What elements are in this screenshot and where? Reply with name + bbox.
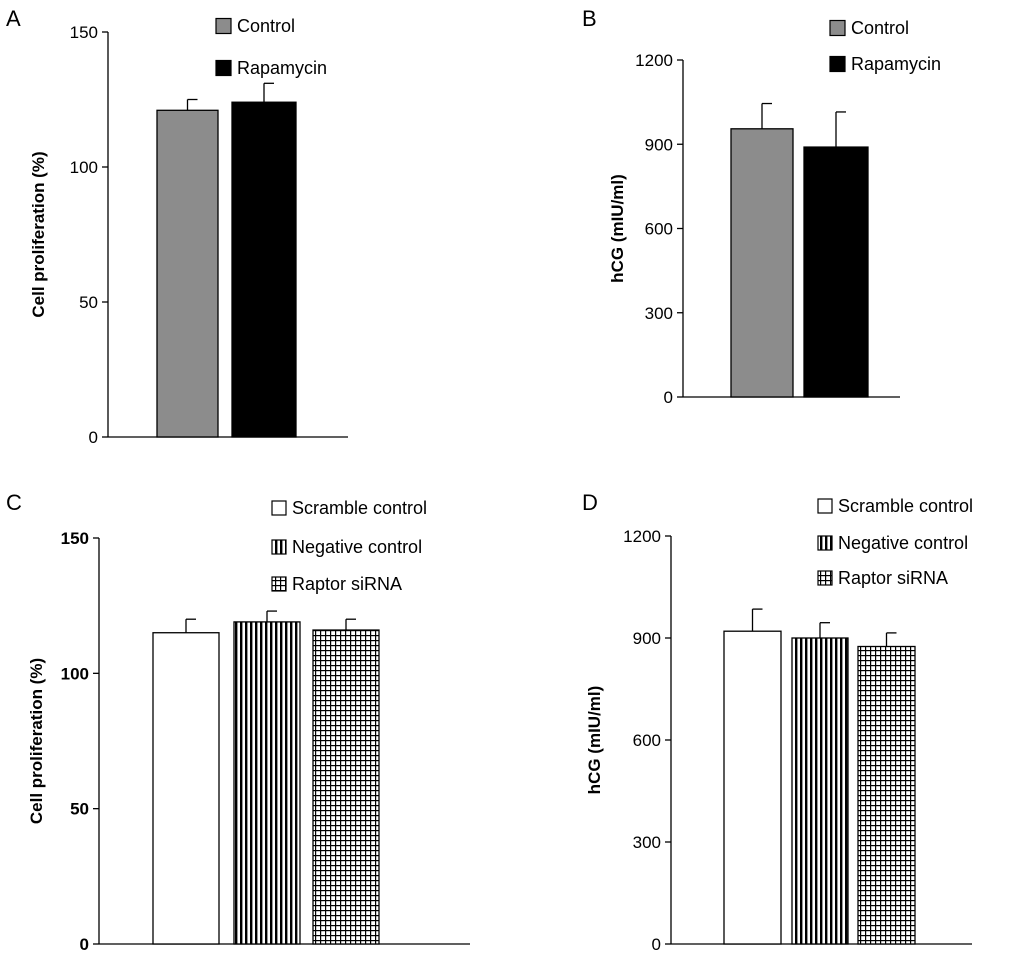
bar-control [156, 109, 219, 438]
y-tick-label: 0 [652, 935, 661, 954]
legend-swatch [817, 535, 833, 551]
legend-swatch [829, 19, 846, 37]
chart-panel-a: A 0 50 100 150 Cell proliferation (%) Control R… [6, 6, 348, 447]
legend-label: Control [237, 16, 295, 36]
legend-swatch [215, 59, 232, 77]
legend-swatch [817, 498, 833, 514]
y-tick-label: 300 [645, 304, 673, 323]
y-axis-title: hCG (mIU/ml) [608, 174, 627, 283]
legend-swatch [271, 576, 287, 592]
legend-label: Negative control [292, 537, 422, 557]
legend-label: Rapamycin [851, 54, 941, 74]
y-tick-label: 1200 [623, 527, 661, 546]
y-axis-title: Cell proliferation (%) [27, 658, 46, 824]
y-tick-label: 100 [61, 664, 89, 683]
panel-letter: D [582, 490, 598, 515]
panel-letter: A [6, 6, 21, 31]
chart-panel-c: C 0 50 100 150 Cell proliferation (%) Scramble… [6, 490, 470, 954]
y-tick-label: 0 [89, 428, 98, 447]
y-tick-label: 0 [664, 388, 673, 407]
bar-raptor-sirna [857, 645, 916, 945]
y-tick-label: 900 [633, 629, 661, 648]
legend-swatch [215, 17, 232, 35]
legend-swatch [271, 500, 287, 516]
legend-swatch [829, 55, 846, 73]
y-tick-label: 600 [645, 220, 673, 239]
bar-rapamycin [231, 101, 297, 438]
bar-negative-control [233, 621, 301, 945]
legend-label: Scramble control [838, 496, 973, 516]
legend-swatch [817, 570, 833, 586]
bar-scramble-control [723, 630, 782, 945]
y-tick-label: 1200 [635, 51, 673, 70]
y-axis-title: hCG (mIU/ml) [585, 686, 604, 795]
y-tick-label: 50 [70, 800, 89, 819]
legend-label: Rapamycin [237, 58, 327, 78]
y-axis-title: Cell proliferation (%) [29, 151, 48, 317]
panel-letter: B [582, 6, 597, 31]
bar-negative-control [791, 637, 849, 945]
y-tick-label: 150 [61, 529, 89, 548]
y-tick-label: 50 [79, 293, 98, 312]
y-tick-label: 900 [645, 135, 673, 154]
bar-scramble-control [152, 632, 220, 945]
y-tick-label: 0 [80, 935, 89, 954]
legend-label: Negative control [838, 533, 968, 553]
legend-label: Scramble control [292, 498, 427, 518]
chart-panel-b: B 0 300 600 900 1200 hCG (mIU/ml) Control Rapamy… [582, 6, 941, 407]
chart-panel-d: D 0 300 600 900 1200 hCG (mIU/ml) Scramble cont… [582, 490, 973, 954]
y-tick-label: 600 [633, 731, 661, 750]
legend-swatch [271, 539, 287, 555]
legend-label: Raptor siRNA [292, 574, 402, 594]
y-tick-label: 100 [70, 158, 98, 177]
panel-letter: C [6, 490, 22, 515]
legend-label: Control [851, 18, 909, 38]
bar-control [730, 128, 794, 398]
y-tick-label: 150 [70, 23, 98, 42]
y-tick-label: 300 [633, 833, 661, 852]
legend-label: Raptor siRNA [838, 568, 948, 588]
bar-rapamycin [803, 146, 869, 398]
bar-raptor-sirna [312, 629, 380, 945]
